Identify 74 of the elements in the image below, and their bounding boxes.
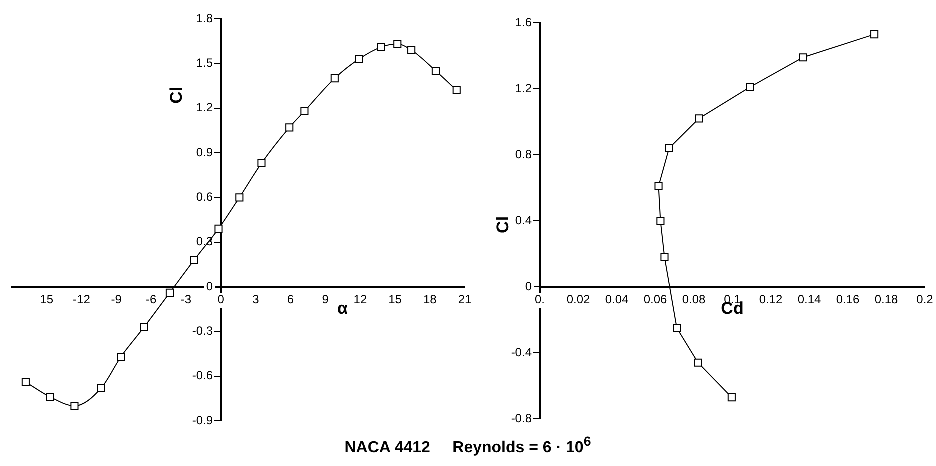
point <box>665 144 674 152</box>
point <box>694 358 702 367</box>
point <box>190 256 198 264</box>
point <box>355 55 364 64</box>
point <box>673 324 682 332</box>
text: NACA 4412 Reynolds = 6 · 10$^{6}$ <box>344 434 592 458</box>
x-tick-label: 12 <box>354 292 368 306</box>
point <box>330 74 339 83</box>
y-tick-label: 0.6 <box>196 190 214 204</box>
point <box>46 393 54 402</box>
point <box>660 253 669 262</box>
y-tick-label: 1.2 <box>196 100 214 115</box>
y-tick-label: -0.4 <box>511 345 532 360</box>
x-tick-label: 0.06 <box>644 292 668 306</box>
point <box>452 86 461 94</box>
point <box>286 124 294 132</box>
x-tick-label: -3 <box>180 292 192 306</box>
x-tick-label: 0.14 <box>798 292 822 306</box>
x-tick-label: 0.18 <box>874 292 898 306</box>
x-tick-label: 9 <box>322 292 330 306</box>
y-tick-label: 0.9 <box>196 145 214 160</box>
x-tick-label: 0.2 <box>916 292 934 306</box>
point <box>300 107 309 116</box>
point <box>22 378 30 386</box>
y-tick-label: 1.8 <box>196 11 214 26</box>
y-tick-label: 0 <box>525 279 532 294</box>
point <box>236 194 244 202</box>
x-tick-label: 0 <box>218 292 225 306</box>
x-tick-label: 21 <box>458 292 472 306</box>
y-tick-label: -0.8 <box>511 411 532 426</box>
point <box>377 43 386 52</box>
y-tick-label: -0.9 <box>192 413 214 428</box>
x-tick-label: -9 <box>111 292 122 306</box>
y-tick-label: -0.3 <box>192 324 214 338</box>
y-tick-label: 1.2 <box>515 81 532 96</box>
point <box>214 224 223 233</box>
x-tick-label: 15 <box>40 292 54 306</box>
point <box>799 54 808 62</box>
y-tick-label: 0.8 <box>515 147 532 162</box>
y-axis-title: Cl <box>494 216 513 234</box>
point <box>140 323 148 332</box>
y-tick-label: -0.6 <box>192 368 214 383</box>
x-tick-label: 0.12 <box>759 292 783 306</box>
x-tick-label: 0. <box>534 292 546 306</box>
point <box>408 46 416 54</box>
x-tick-label: 15 <box>388 292 402 306</box>
x-tick-label: 0.08 <box>682 292 706 306</box>
x-tick-label: 6 <box>287 292 294 306</box>
y-axis-title: Cl <box>166 86 186 104</box>
x-tick-label: 0.04 <box>605 292 629 306</box>
x-tick-label: 3 <box>252 292 260 306</box>
x-tick-label: -6 <box>146 292 158 306</box>
point <box>728 394 736 402</box>
point <box>394 40 402 48</box>
point <box>870 30 879 39</box>
point <box>166 288 174 297</box>
x-tick-label: -12 <box>73 292 91 306</box>
y-tick-label: 0.4 <box>515 213 532 228</box>
point <box>695 114 704 123</box>
y-tick-label: 1.5 <box>196 56 214 70</box>
point <box>97 384 106 392</box>
point <box>746 83 754 92</box>
point <box>432 67 440 76</box>
x-tick-label: 0.02 <box>566 292 590 306</box>
point <box>656 216 665 226</box>
x-tick-label: 0.16 <box>836 292 860 306</box>
y-tick-label: 0 <box>206 279 214 294</box>
point <box>117 352 126 362</box>
point <box>70 402 79 410</box>
x-axis-title: α <box>337 299 348 318</box>
point <box>654 182 663 190</box>
point <box>258 159 266 168</box>
x-tick-label: 18 <box>423 292 438 306</box>
y-tick-label: 1.6 <box>515 15 532 30</box>
